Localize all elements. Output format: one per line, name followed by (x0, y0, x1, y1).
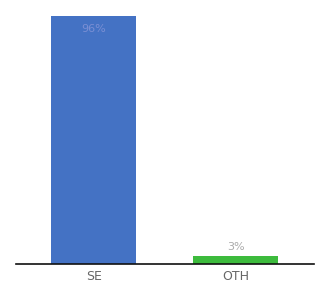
Bar (52, 16, 136, 264)
Text: 3%: 3% (227, 242, 244, 252)
Bar (193, 256, 278, 264)
Text: 96%: 96% (82, 24, 106, 34)
